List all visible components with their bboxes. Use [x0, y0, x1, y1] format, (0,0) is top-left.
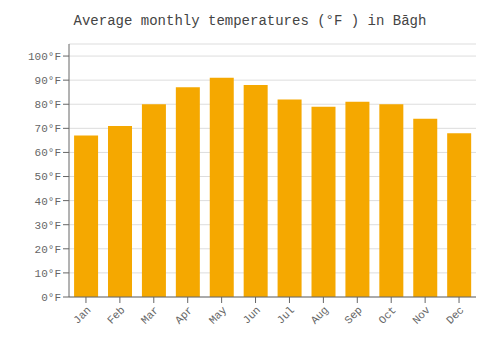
svg-text:0°F: 0°F: [41, 292, 61, 304]
svg-text:Mar: Mar: [139, 304, 161, 326]
svg-text:50°F: 50°F: [35, 171, 61, 183]
svg-text:10°F: 10°F: [35, 268, 61, 280]
html-text:Average monthly temperatures (: Average monthly temperatures (°F ) in Bā…: [73, 13, 427, 29]
svg-text:May: May: [207, 304, 230, 327]
svg-text:Jan: Jan: [71, 304, 93, 326]
svg-text:Oct: Oct: [376, 304, 398, 326]
svg-text:100°F: 100°F: [28, 51, 61, 63]
svg-text:Aug: Aug: [309, 304, 331, 326]
svg-text:Nov: Nov: [410, 304, 433, 327]
svg-text:60°F: 60°F: [35, 147, 61, 159]
svg-text:Apr: Apr: [173, 304, 195, 326]
svg-text:20°F: 20°F: [35, 244, 61, 256]
svg-text:40°F: 40°F: [35, 196, 61, 208]
svg-text:80°F: 80°F: [35, 99, 61, 111]
svg-text:30°F: 30°F: [35, 220, 61, 232]
svg-text:90°F: 90°F: [35, 75, 61, 87]
svg-text:Jun: Jun: [241, 304, 263, 326]
svg-text:Jul: Jul: [275, 304, 297, 326]
svg-text:Sep: Sep: [342, 304, 364, 326]
svg-text:Dec: Dec: [444, 304, 466, 326]
svg-text:Feb: Feb: [105, 304, 127, 326]
svg-text:70°F: 70°F: [35, 123, 61, 135]
